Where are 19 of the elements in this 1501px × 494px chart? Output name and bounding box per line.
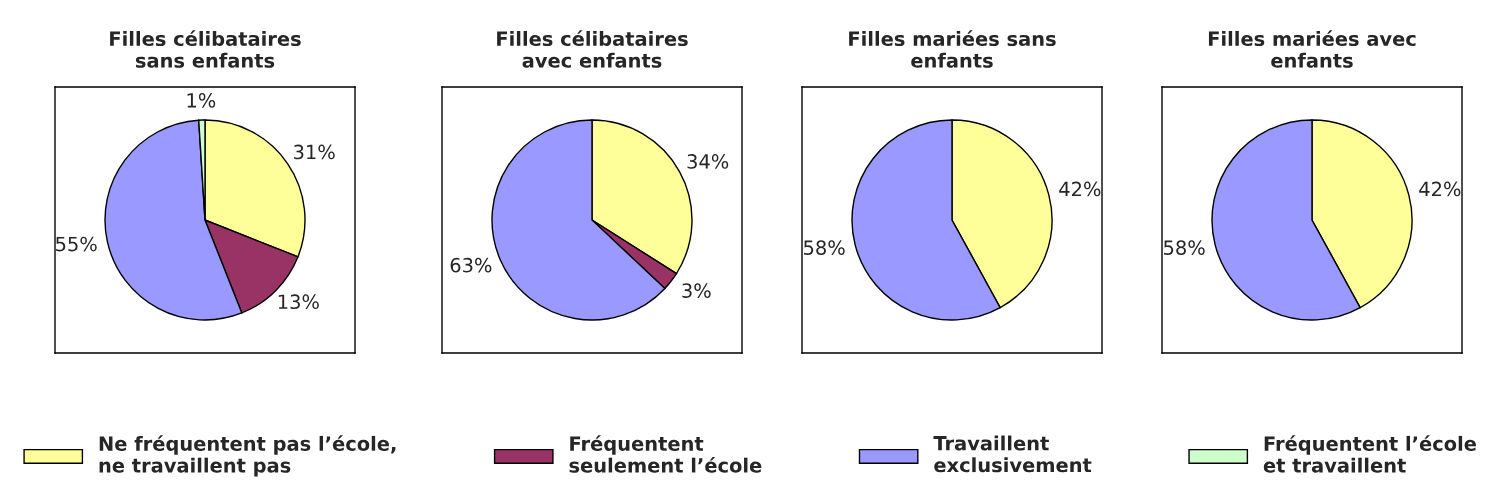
- data-label: 58%: [1164, 240, 1205, 255]
- legend-label: Ne fréquentent pas l’école, ne travaillent pas: [99, 435, 396, 477]
- data-label: 63%: [450, 257, 492, 273]
- data-label: 42%: [1419, 181, 1461, 197]
- legend-label: Fréquentent l’école et travaillent: [1263, 435, 1476, 473]
- chart-title: Filles célibataires sans enfants: [110, 30, 301, 68]
- data-label: 55%: [56, 236, 97, 252]
- data-label: 42%: [1059, 181, 1101, 197]
- chart-title: Filles célibataires avec enfants: [497, 30, 688, 68]
- chart-title: Filles mariées avec enfants: [1208, 30, 1416, 68]
- data-label: 1%: [187, 92, 216, 108]
- data-label: 31%: [294, 144, 335, 160]
- data-label: 13%: [278, 294, 319, 310]
- chart-title: Filles mariées sans enfants: [849, 30, 1056, 68]
- legend-label: Travaillent exclusivement: [933, 435, 1092, 473]
- legend-label: Fréquentent seulement l’école: [569, 435, 762, 473]
- data-label: 34%: [687, 154, 729, 169]
- data-label: 3%: [682, 283, 711, 298]
- data-label: 58%: [804, 240, 845, 255]
